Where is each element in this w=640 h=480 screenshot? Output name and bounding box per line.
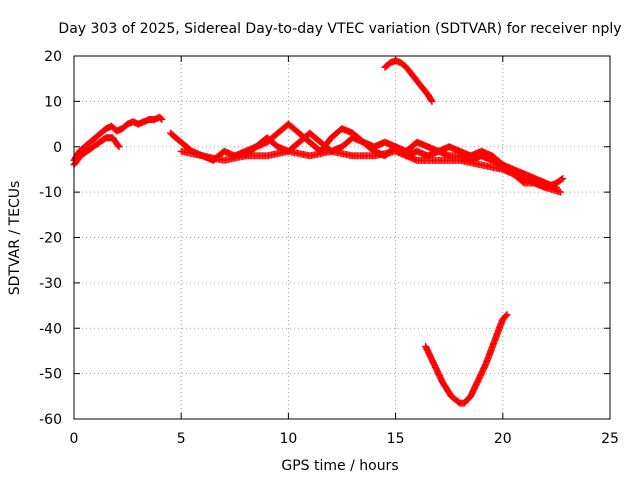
x-tick-label: 10 xyxy=(279,431,297,447)
x-tick-label: 0 xyxy=(70,431,79,447)
series-arc-7 xyxy=(422,311,511,407)
x-tick-label: 20 xyxy=(494,431,512,447)
y-tick-label: 10 xyxy=(44,94,62,110)
x-tick-label: 25 xyxy=(601,431,619,447)
x-tick-label: 15 xyxy=(387,431,405,447)
y-tick-label: -40 xyxy=(39,321,62,337)
plus-markers xyxy=(177,147,565,196)
y-tick-label: 20 xyxy=(44,49,62,65)
x-axis-label: GPS time / hours xyxy=(281,458,398,474)
y-tick-label: -50 xyxy=(39,367,62,383)
plus-markers xyxy=(242,129,560,192)
data-series xyxy=(70,57,567,407)
y-axis-label: SDTVAR / TECUs xyxy=(7,181,23,296)
y-tick-label: -30 xyxy=(39,276,62,292)
series-arc-4 xyxy=(177,147,565,196)
series-arc-6 xyxy=(381,57,436,105)
chart-title: Day 303 of 2025, Sidereal Day-to-day VTE… xyxy=(58,21,621,37)
plus-markers xyxy=(381,57,436,105)
plus-markers xyxy=(422,311,511,407)
x-tick-label: 5 xyxy=(177,431,186,447)
y-tick-label: -60 xyxy=(39,412,62,428)
plot-frame xyxy=(73,55,611,420)
y-tick-label: 0 xyxy=(53,140,62,156)
y-tick-label: -10 xyxy=(39,185,62,201)
y-tick-label: -20 xyxy=(39,231,62,247)
tick-labels: 0 5 10 15 20 25 -60 -50 -40 -30 -20 -10 0 10 20 xyxy=(39,49,619,447)
series-arc-5 xyxy=(242,129,560,192)
grid-lines xyxy=(74,56,610,419)
